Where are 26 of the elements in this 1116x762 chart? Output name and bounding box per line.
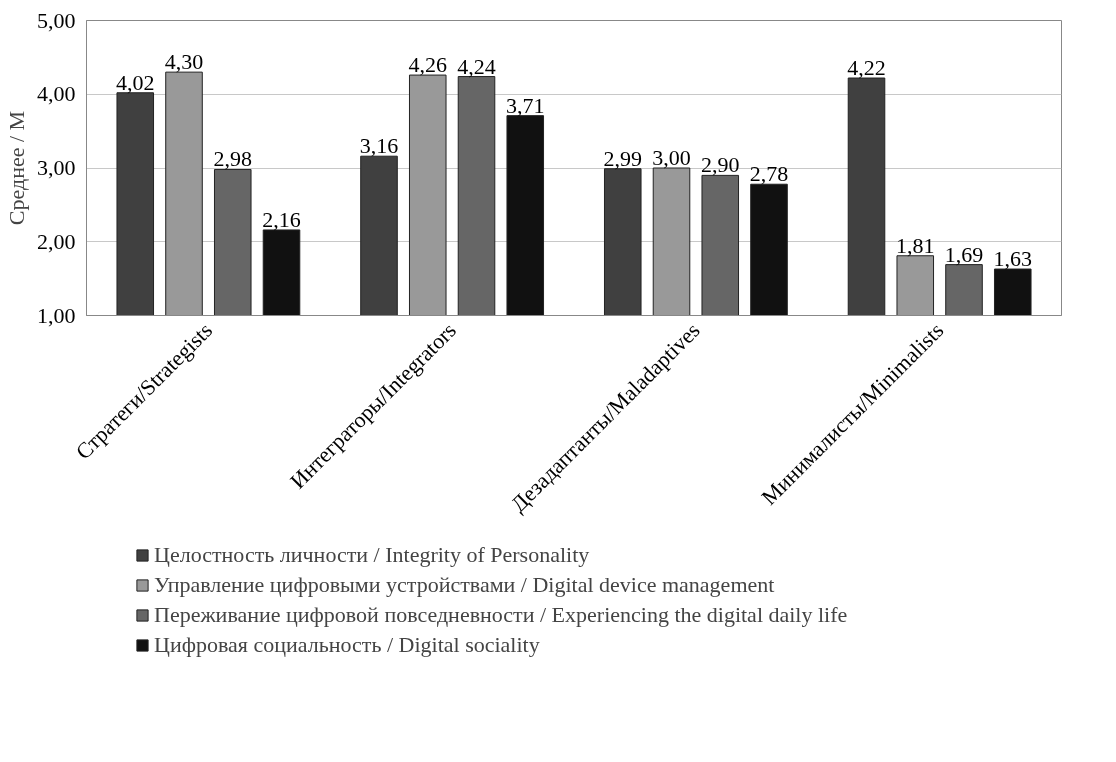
data-label: 2,16	[262, 206, 301, 232]
y-tick-label: 5,00	[37, 7, 76, 33]
y-tick-label: 3,00	[37, 155, 76, 180]
y-tick-label: 1,00	[37, 302, 76, 328]
data-label: 4,22	[847, 55, 886, 81]
data-label: 1,81	[896, 232, 935, 258]
y-tick-label: 4,00	[37, 81, 76, 107]
data-label: 2,78	[749, 161, 789, 187]
data-label: 1,69	[944, 241, 984, 267]
legend-label: Целостность личности / Integrity of Personality	[154, 542, 590, 568]
data-label: 2,90	[701, 152, 740, 178]
legend-label: Управление цифровыми устройствами / Digital device management	[154, 572, 775, 598]
data-label: 3,71	[506, 92, 545, 118]
data-label: 1,63	[993, 246, 1032, 272]
legend-label: Цифровая социальность / Digital sociality	[154, 632, 540, 658]
data-label: 4,26	[408, 52, 447, 78]
y-axis-title: Среднее / М	[4, 110, 29, 226]
data-label: 4,02	[116, 69, 155, 95]
legend-label: Переживание цифровой повседневности / Experiencing the digital daily life	[154, 602, 848, 628]
data-label: 3,00	[652, 145, 691, 170]
data-label: 2,99	[603, 145, 642, 171]
data-label: 4,24	[457, 53, 496, 79]
data-label: 4,30	[164, 49, 204, 75]
data-label: 3,16	[359, 133, 399, 159]
data-label: 2,98	[213, 146, 252, 172]
y-tick-label: 2,00	[37, 228, 76, 254]
